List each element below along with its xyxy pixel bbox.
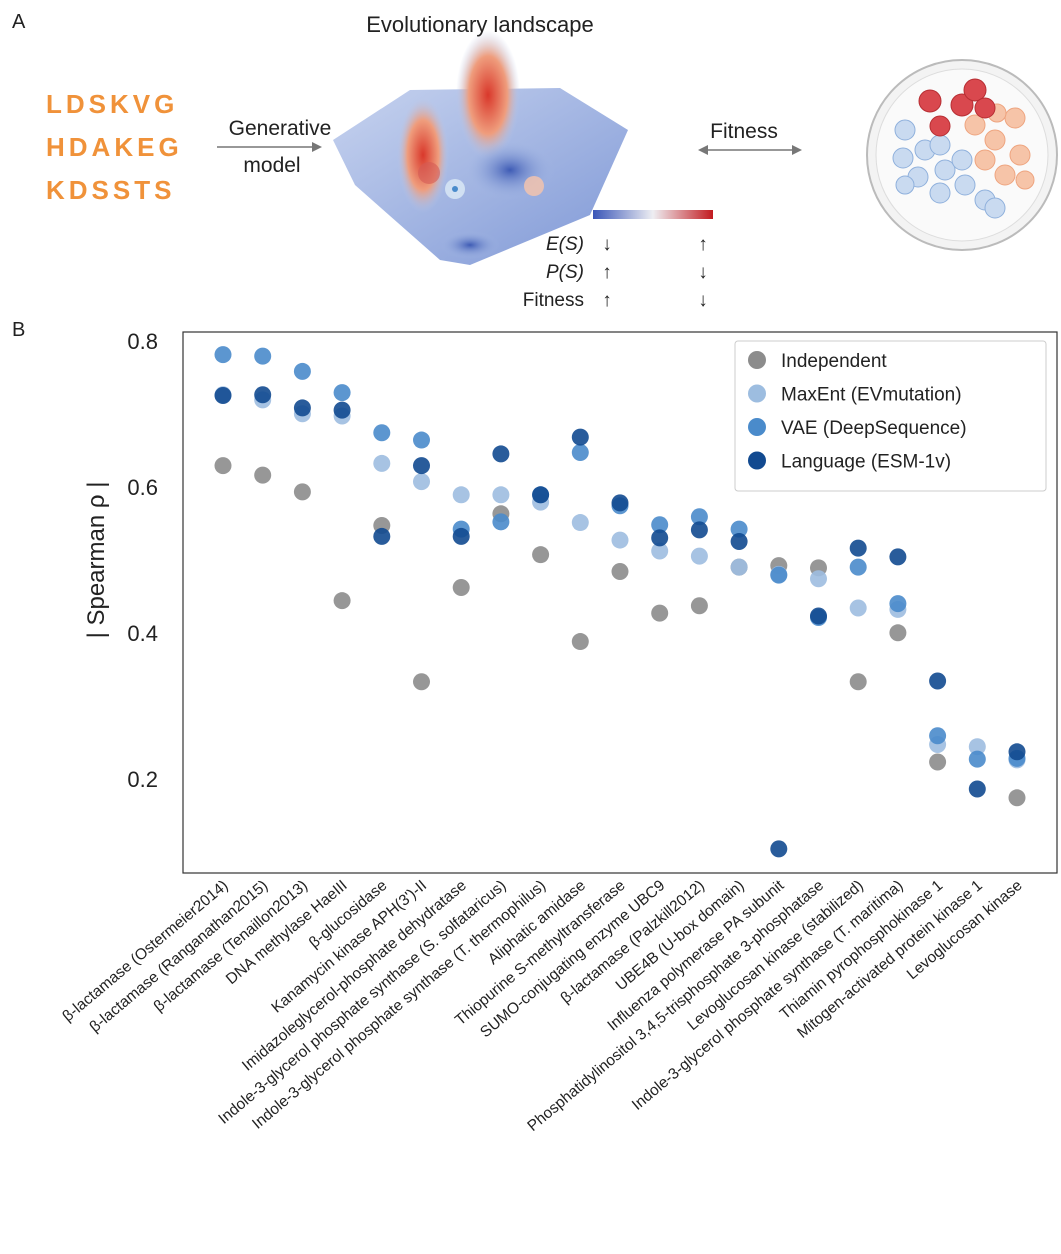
data-point xyxy=(373,528,390,545)
data-point xyxy=(850,559,867,576)
data-point xyxy=(929,754,946,771)
colorbar-arrow: ↑ xyxy=(602,290,612,311)
data-point xyxy=(770,567,787,584)
data-point xyxy=(453,579,470,596)
data-point xyxy=(889,595,906,612)
data-point xyxy=(572,429,589,446)
data-point xyxy=(810,608,827,625)
data-point xyxy=(850,673,867,690)
data-point xyxy=(691,521,708,538)
data-point xyxy=(1009,789,1026,806)
landscape-title: Evolutionary landscape xyxy=(366,12,593,37)
data-point xyxy=(334,402,351,419)
x-tick-label: β-lactamase (Ostermeier2014) xyxy=(59,877,231,1025)
data-point xyxy=(572,514,589,531)
data-point xyxy=(373,424,390,441)
data-point xyxy=(294,399,311,416)
data-point xyxy=(294,483,311,500)
data-point xyxy=(254,386,271,403)
data-point xyxy=(889,624,906,641)
legend: Independent MaxEnt (EVmutation) VAE (DeepS… xyxy=(735,341,1046,491)
sequence: HDAKEG xyxy=(46,132,183,162)
data-point xyxy=(691,597,708,614)
data-point xyxy=(572,633,589,650)
data-point xyxy=(651,529,668,546)
data-point xyxy=(850,599,867,616)
y-tick-label: 0.4 xyxy=(127,621,158,646)
data-point xyxy=(929,727,946,744)
y-tick-label: 0.2 xyxy=(127,767,158,792)
sequence: KDSSTS xyxy=(46,175,175,205)
colorbar-arrow: ↓ xyxy=(698,290,708,311)
colorbar-arrow: ↑ xyxy=(602,262,612,283)
legend-label: MaxEnt (EVmutation) xyxy=(781,385,962,406)
data-point xyxy=(492,445,509,462)
petri-dish xyxy=(867,60,1057,250)
model-label: Generative xyxy=(229,117,332,140)
data-point xyxy=(413,473,430,490)
data-point xyxy=(612,494,629,511)
data-point xyxy=(492,513,509,530)
data-point xyxy=(413,673,430,690)
landscape xyxy=(333,30,628,265)
legend-label: VAE (DeepSequence) xyxy=(781,418,967,439)
data-point xyxy=(929,672,946,689)
data-point xyxy=(453,486,470,503)
panel-label: A xyxy=(12,11,26,33)
y-tick-label: 0.8 xyxy=(127,329,158,354)
panel-label: B xyxy=(12,319,25,341)
colorbar-row-label: E(S) xyxy=(546,234,584,255)
data-point xyxy=(1009,743,1026,760)
data-point xyxy=(731,533,748,550)
data-point xyxy=(254,348,271,365)
data-point xyxy=(532,486,549,503)
colorbar-row-label: P(S) xyxy=(546,262,584,283)
data-point xyxy=(810,570,827,587)
colorbar-arrow: ↓ xyxy=(602,234,612,255)
model-label: model xyxy=(243,154,300,177)
data-point xyxy=(969,781,986,798)
sequence: LDSKVG xyxy=(46,89,178,119)
data-point xyxy=(532,546,549,563)
data-point xyxy=(691,548,708,565)
y-axis-label: | Spearman ρ | xyxy=(83,482,110,639)
data-point xyxy=(651,605,668,622)
data-point xyxy=(453,528,470,545)
colorbar-arrow: ↑ xyxy=(698,234,708,255)
data-point xyxy=(215,346,232,363)
colorbar xyxy=(593,210,713,219)
data-point xyxy=(254,467,271,484)
data-point xyxy=(612,563,629,580)
legend-label: Language (ESM-1v) xyxy=(781,452,951,473)
data-point xyxy=(334,592,351,609)
data-point xyxy=(770,840,787,857)
data-point xyxy=(612,532,629,549)
data-point xyxy=(413,457,430,474)
data-point xyxy=(850,540,867,557)
data-point xyxy=(334,384,351,401)
colorbar-row-label: Fitness xyxy=(523,290,584,311)
legend-marker xyxy=(748,418,766,436)
colorbar-arrow: ↓ xyxy=(698,262,708,283)
data-point xyxy=(373,455,390,472)
data-point xyxy=(492,486,509,503)
y-tick-label: 0.6 xyxy=(127,475,158,500)
legend-label: Independent xyxy=(781,351,887,372)
legend-marker xyxy=(748,385,766,403)
figure: A B Evolutionary landscape LDSKVG HDAKEG… xyxy=(0,0,1061,1254)
data-point xyxy=(215,387,232,404)
data-point xyxy=(572,444,589,461)
fitness-label: Fitness xyxy=(710,120,778,143)
legend-marker xyxy=(748,351,766,369)
data-point xyxy=(215,457,232,474)
data-point xyxy=(969,751,986,768)
data-point xyxy=(889,548,906,565)
data-point xyxy=(294,363,311,380)
legend-marker xyxy=(748,452,766,470)
data-point xyxy=(731,559,748,576)
data-point xyxy=(413,432,430,449)
